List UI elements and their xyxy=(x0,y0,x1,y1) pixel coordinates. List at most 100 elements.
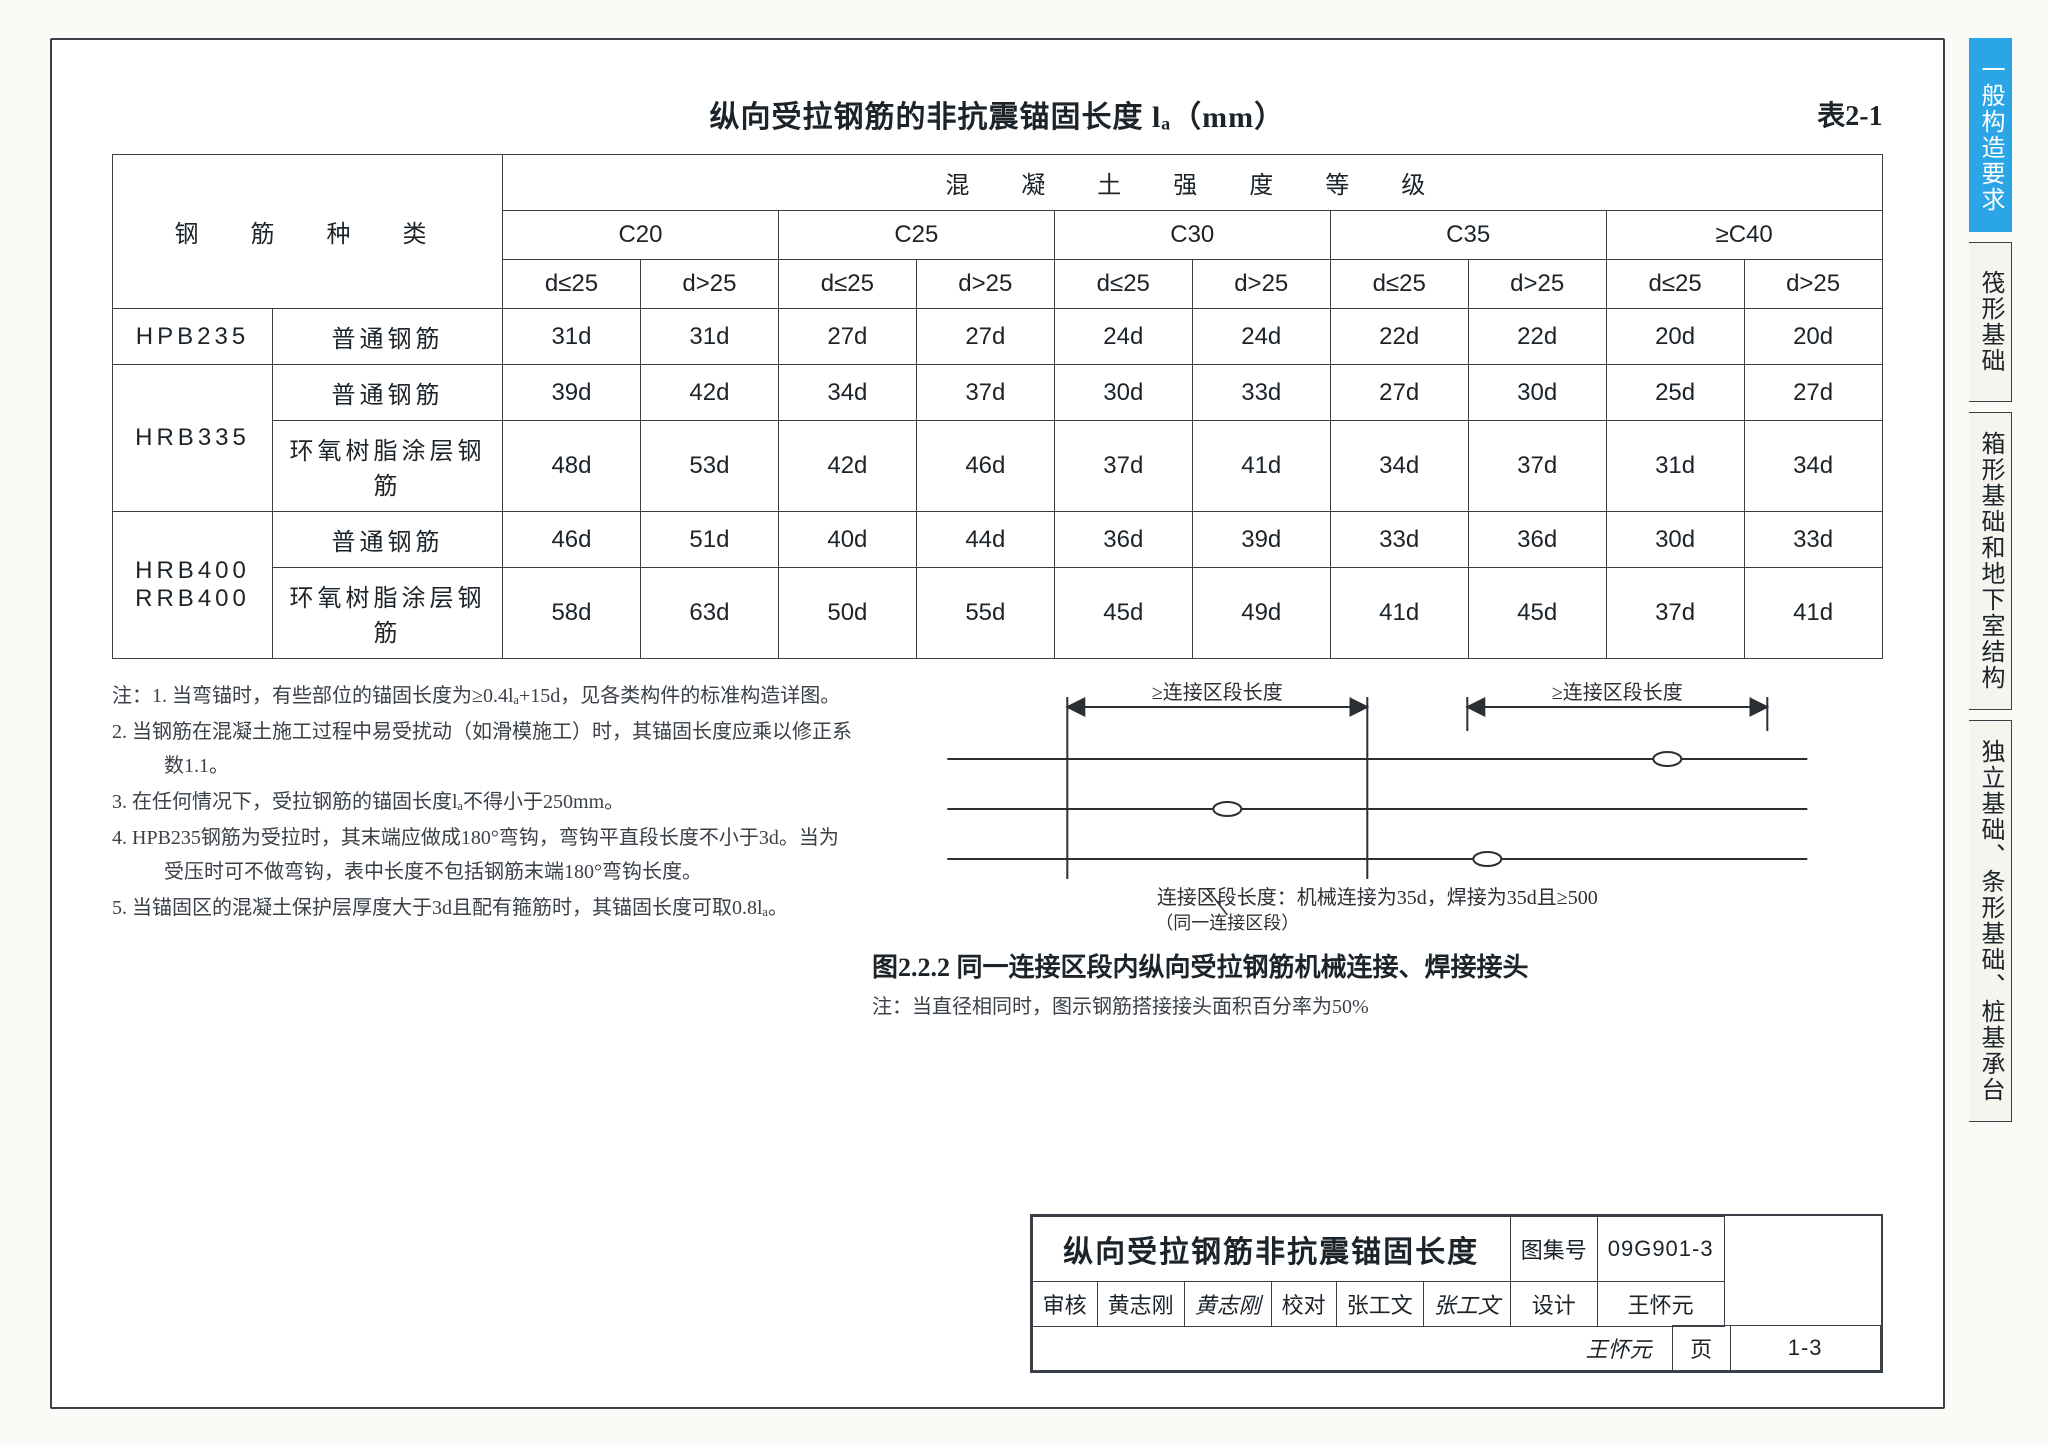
dim-label-2: ≥连接区段长度 xyxy=(1552,681,1683,704)
col-c20: C20 xyxy=(503,211,779,260)
value-cell: 27d xyxy=(1744,365,1882,421)
side-tabs: 一般构造要求筏形基础箱形基础和地下室结构独立基础、条形基础、桩基承台 xyxy=(1969,38,2012,1409)
value-cell: 34d xyxy=(1330,421,1468,512)
lower-area: 当弯锚时，有些部位的锚固长度为≥0.4lₐ+15d，见各类构件的标准构造详图。当… xyxy=(112,679,1883,1019)
sub-d: d>25 xyxy=(1744,260,1882,309)
value-cell: 42d xyxy=(640,365,778,421)
value-cell: 22d xyxy=(1330,309,1468,365)
table-body: HPB235普通钢筋31d31d27d27d24d24d22d22d20d20d… xyxy=(113,309,1883,659)
value-cell: 31d xyxy=(1606,421,1744,512)
value-cell: 58d xyxy=(503,568,641,659)
rebar-type-cell: 环氧树脂涂层钢筋 xyxy=(273,568,503,659)
value-cell: 39d xyxy=(503,365,641,421)
value-cell: 46d xyxy=(503,512,641,568)
sub-d: d≤25 xyxy=(1330,260,1468,309)
title-row: 纵向受拉钢筋的非抗震锚固长度 lₐ（mm） 表2-1 xyxy=(112,88,1883,136)
value-cell: 27d xyxy=(1330,365,1468,421)
page-value: 1-3 xyxy=(1730,1326,1880,1371)
table-row: HPB235普通钢筋31d31d27d27d24d24d22d22d20d20d xyxy=(113,309,1883,365)
value-cell: 37d xyxy=(916,365,1054,421)
rebar-grade-cell: HPB235 xyxy=(113,309,273,365)
side-tab[interactable]: 筏形基础 xyxy=(1969,242,2012,402)
value-cell: 33d xyxy=(1744,512,1882,568)
main-frame: 纵向受拉钢筋的非抗震锚固长度 lₐ（mm） 表2-1 钢 筋 种 类 混 凝 土… xyxy=(50,38,1945,1409)
rebar-type-cell: 普通钢筋 xyxy=(273,512,503,568)
value-cell: 31d xyxy=(503,309,641,365)
value-cell: 20d xyxy=(1606,309,1744,365)
value-cell: 20d xyxy=(1744,309,1882,365)
value-cell: 27d xyxy=(778,309,916,365)
proof-name: 张工文 xyxy=(1336,1281,1423,1326)
side-tab[interactable]: 箱形基础和地下室结构 xyxy=(1969,412,2012,710)
value-cell: 44d xyxy=(916,512,1054,568)
value-cell: 45d xyxy=(1468,568,1606,659)
reviewer-label: 审核 xyxy=(1032,1281,1097,1326)
sub-d: d>25 xyxy=(916,260,1054,309)
sub-d: d≤25 xyxy=(778,260,916,309)
value-cell: 41d xyxy=(1330,568,1468,659)
note-item: HPB235钢筋为受拉时，其末端应做成180°弯钩，弯钩平直段长度不小于3d。当… xyxy=(112,821,852,889)
value-cell: 41d xyxy=(1744,568,1882,659)
notes-list: 当弯锚时，有些部位的锚固长度为≥0.4lₐ+15d，见各类构件的标准构造详图。当… xyxy=(112,679,852,925)
value-cell: 27d xyxy=(916,309,1054,365)
value-cell: 40d xyxy=(778,512,916,568)
dim-label-1: ≥连接区段长度 xyxy=(1152,681,1283,704)
value-cell: 48d xyxy=(503,421,641,512)
table-row: 环氧树脂涂层钢筋58d63d50d55d45d49d41d45d37d41d xyxy=(113,568,1883,659)
value-cell: 39d xyxy=(1192,512,1330,568)
page-title: 纵向受拉钢筋的非抗震锚固长度 lₐ（mm） xyxy=(710,92,1286,136)
note-item: 在任何情况下，受拉钢筋的锚固长度lₐ不得小于250mm。 xyxy=(112,785,852,819)
value-cell: 30d xyxy=(1054,365,1192,421)
design-sig: 王怀元 xyxy=(1032,1326,1672,1371)
value-cell: 55d xyxy=(916,568,1054,659)
rebar-type-cell: 环氧树脂涂层钢筋 xyxy=(273,421,503,512)
header-concrete-grade-merge: 混 凝 土 强 度 等 级 xyxy=(503,155,1883,211)
value-cell: 51d xyxy=(640,512,778,568)
col-c25: C25 xyxy=(778,211,1054,260)
value-cell: 45d xyxy=(1054,568,1192,659)
reviewer-sig: 黄志刚 xyxy=(1184,1281,1271,1326)
value-cell: 33d xyxy=(1192,365,1330,421)
value-cell: 37d xyxy=(1606,568,1744,659)
anchor-length-table: 钢 筋 种 类 混 凝 土 强 度 等 级 C20 C25 C30 C35 ≥C… xyxy=(112,154,1883,659)
value-cell: 22d xyxy=(1468,309,1606,365)
value-cell: 36d xyxy=(1054,512,1192,568)
header-rebar-type: 钢 筋 种 类 xyxy=(113,155,503,309)
value-cell: 36d xyxy=(1468,512,1606,568)
side-tab[interactable]: 一般构造要求 xyxy=(1969,38,2012,232)
note-item: 当钢筋在混凝土施工过程中易受扰动（如滑模施工）时，其锚固长度应乘以修正系数1.1… xyxy=(112,715,852,783)
table-row: HRB400 RRB400普通钢筋46d51d40d44d36d39d33d36… xyxy=(113,512,1883,568)
drawing-title: 纵向受拉钢筋非抗震锚固长度 xyxy=(1032,1216,1510,1281)
reviewer-name: 黄志刚 xyxy=(1097,1281,1184,1326)
code-value: 09G901-3 xyxy=(1597,1216,1724,1281)
splice-same-zone: （同一连接区段） xyxy=(1155,913,1299,933)
value-cell: 42d xyxy=(778,421,916,512)
figure-caption: 图2.2.2 同一连接区段内纵向受拉钢筋机械连接、焊接接头 xyxy=(872,947,1883,984)
value-cell: 50d xyxy=(778,568,916,659)
titleblock: 纵向受拉钢筋非抗震锚固长度 图集号 09G901-3 审核 黄志刚 黄志刚 校对… xyxy=(1030,1214,1883,1374)
value-cell: 30d xyxy=(1468,365,1606,421)
side-tab[interactable]: 独立基础、条形基础、桩基承台 xyxy=(1969,720,2012,1122)
sub-d: d≤25 xyxy=(1054,260,1192,309)
design-name: 王怀元 xyxy=(1597,1281,1724,1326)
value-cell: 33d xyxy=(1330,512,1468,568)
value-cell: 25d xyxy=(1606,365,1744,421)
value-cell: 34d xyxy=(778,365,916,421)
code-label: 图集号 xyxy=(1510,1216,1597,1281)
page-label: 页 xyxy=(1672,1326,1730,1371)
note-item: 当锚固区的混凝土保护层厚度大于3d且配有箍筋时，其锚固长度可取0.8lₐ。 xyxy=(112,891,852,925)
table-row: 环氧树脂涂层钢筋48d53d42d46d37d41d34d37d31d34d xyxy=(113,421,1883,512)
rebar-type-cell: 普通钢筋 xyxy=(273,365,503,421)
col-c30: C30 xyxy=(1054,211,1330,260)
rebar-grade-cell: HRB335 xyxy=(113,365,273,512)
value-cell: 30d xyxy=(1606,512,1744,568)
sub-d: d>25 xyxy=(1468,260,1606,309)
sub-d: d≤25 xyxy=(1606,260,1744,309)
splice-svg: ≥连接区段长度 ≥连接区段长度 连接区段长度：机械连接为35d，焊接为35d且≥… xyxy=(872,679,1883,939)
value-cell: 53d xyxy=(640,421,778,512)
sub-d: d>25 xyxy=(640,260,778,309)
proof-label: 校对 xyxy=(1271,1281,1336,1326)
col-c35: C35 xyxy=(1330,211,1606,260)
proof-sig: 张工文 xyxy=(1423,1281,1510,1326)
value-cell: 34d xyxy=(1744,421,1882,512)
